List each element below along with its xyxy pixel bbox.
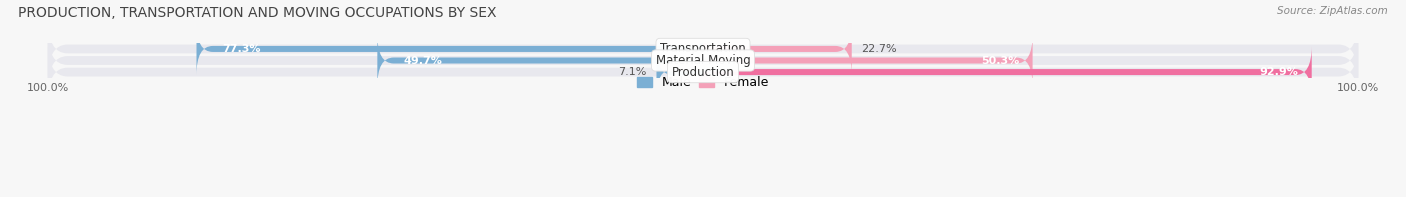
FancyBboxPatch shape [377, 35, 703, 86]
FancyBboxPatch shape [703, 46, 1312, 98]
FancyBboxPatch shape [703, 19, 1358, 79]
Legend: Male, Female: Male, Female [631, 72, 775, 94]
Text: Source: ZipAtlas.com: Source: ZipAtlas.com [1277, 6, 1388, 16]
FancyBboxPatch shape [48, 19, 703, 79]
Text: 92.9%: 92.9% [1260, 67, 1299, 77]
FancyBboxPatch shape [703, 42, 1358, 102]
Text: Transportation: Transportation [661, 42, 745, 55]
FancyBboxPatch shape [657, 46, 703, 98]
Text: 49.7%: 49.7% [404, 56, 443, 66]
FancyBboxPatch shape [703, 35, 1032, 86]
Text: Production: Production [672, 66, 734, 79]
Text: 22.7%: 22.7% [862, 44, 897, 54]
FancyBboxPatch shape [703, 30, 1358, 91]
FancyBboxPatch shape [48, 42, 703, 102]
FancyBboxPatch shape [703, 23, 852, 75]
Text: Material Moving: Material Moving [655, 54, 751, 67]
Text: 77.3%: 77.3% [222, 44, 262, 54]
Text: 7.1%: 7.1% [619, 67, 647, 77]
Text: 50.3%: 50.3% [981, 56, 1019, 66]
Text: PRODUCTION, TRANSPORTATION AND MOVING OCCUPATIONS BY SEX: PRODUCTION, TRANSPORTATION AND MOVING OC… [18, 6, 496, 20]
FancyBboxPatch shape [48, 30, 703, 91]
FancyBboxPatch shape [197, 23, 703, 75]
